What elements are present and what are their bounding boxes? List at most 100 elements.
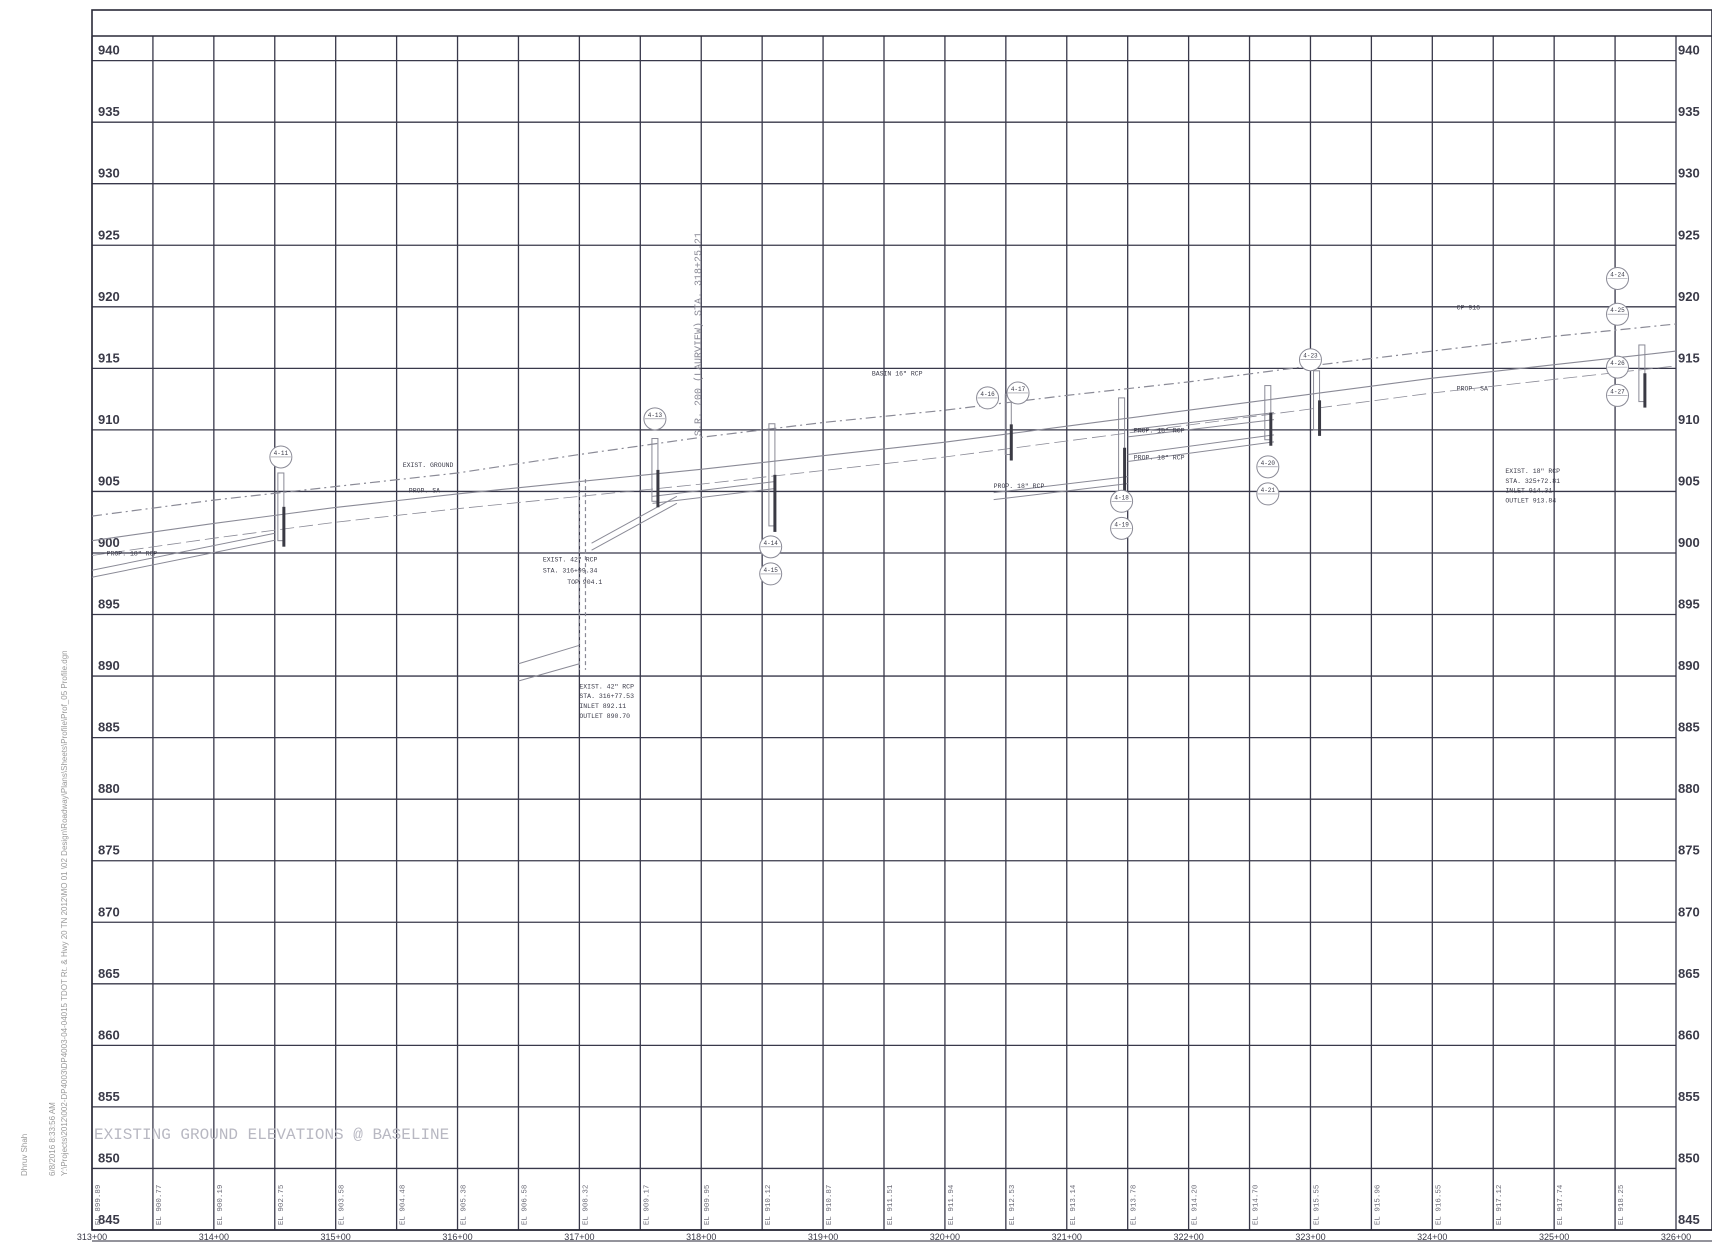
ground-elevation-table: EXISTING GROUND ELEVATIONS @ BASELINE EL … [94,1126,1626,1225]
outer-border [91,9,1712,1231]
elevation-label: 905 [1678,473,1700,488]
drawing-annotation: STA. 325+72.81 [1505,478,1560,485]
elevation-label: 875 [98,843,120,858]
ground-elevation-value: EL 904.48 [400,1185,408,1226]
ground-elevation-value: EL 905.38 [461,1185,469,1226]
pipe-bottom [1127,419,1274,438]
elevation-label: 935 [98,104,120,119]
ground-elevation-value: EL 906.58 [521,1185,529,1226]
sheet-frame [91,9,1712,1242]
station-label: 318+00 [686,1232,716,1242]
elevation-label: 890 [1678,658,1700,673]
ground-elevation-value: EL 913.14 [1070,1184,1078,1225]
existing-pipe-outlet [518,644,580,665]
pipe-top [91,532,275,571]
elevation-label: 925 [98,227,120,242]
drawing-annotation: STA. 316+77.53 [579,693,634,700]
ground-elevation-value: EL 909.95 [704,1184,712,1225]
elevation-label: 850 [98,1150,120,1165]
marker-label: 4-18 [1114,494,1129,501]
elevation-label: 915 [98,350,120,365]
elevation-label: 920 [1678,289,1700,304]
pipe-bottom [1127,441,1274,463]
drawing-annotation: PROP. 18" RCP [1134,454,1185,461]
ground-elevation-value: EL 910.12 [765,1185,773,1226]
elevation-label: 940 [1678,43,1700,58]
drawing-annotation: EXIST. GROUND [403,462,454,469]
drawing-annotation: PROP. SA [1457,386,1488,393]
ground-elevation-value: EL 908.32 [582,1185,590,1226]
elevation-label: 930 [1678,166,1700,181]
elevation-label: 910 [98,412,120,427]
elevation-label: 885 [1678,720,1700,735]
elevation-label: 870 [98,904,120,919]
drawing-annotation: PROP. 18" RCP [1134,427,1185,434]
station-label: 321+00 [1052,1232,1082,1242]
pipe-top [1127,434,1274,456]
station-label: 323+00 [1295,1232,1325,1242]
ground-elevation-value: EL 903.58 [339,1185,347,1226]
ground-elevation-value: EL 899.89 [95,1185,103,1226]
station-label: 320+00 [930,1232,960,1242]
marker-label: 4-26 [1610,360,1625,367]
marker-label: 4-11 [274,450,289,457]
drawing-annotation: EXIST. 18" RCP [1505,468,1560,475]
plot-date-note: 6/8/2016 8:33:56 AM [48,1102,57,1176]
elevation-label: 925 [1678,227,1700,242]
marker-label: 4-17 [1011,386,1026,393]
station-label: 325+00 [1539,1232,1569,1242]
pipe-bottom [652,488,775,504]
offset-profile-line [91,365,1677,556]
marker-label: 4-20 [1261,460,1276,467]
elevation-label: 865 [98,966,120,981]
elevation-label: 900 [1678,535,1700,550]
vertical-station-note: S.R. 200 (LAURVIEW) STA. 318+25.21 [693,232,705,436]
existing-pipe-outlet [518,663,580,682]
file-path-note: Y:\Projects\2012\002-DP4003\DP4003-04-04… [60,650,69,1176]
elevation-label: 895 [1678,597,1700,612]
marker-label: 4-27 [1610,388,1625,395]
elevation-label: 890 [98,658,120,673]
ground-elevation-value: EL 918.25 [1618,1184,1626,1225]
elevation-label: 855 [1678,1089,1700,1104]
profile-annotations: PROP. 18" RCP EXIST. GROUND PROP. SA EXIST.… [107,232,1561,720]
drawing-annotation: CP 916 [1457,304,1481,311]
pipe-bottom [91,539,275,578]
elevation-label: 865 [1678,966,1700,981]
ground-elevation-title: EXISTING GROUND ELEVATIONS @ BASELINE [94,1126,449,1144]
marker-label: 4-15 [763,567,778,574]
drawing-annotation: TOP 904.1 [567,579,602,586]
elevation-label: 935 [1678,104,1700,119]
ground-elevation-value: EL 914.20 [1192,1184,1200,1225]
elevation-label: 870 [1678,904,1700,919]
station-axis: 313+00 314+00 315+00 316+00 317+00 318+00 319+… [77,1232,1691,1242]
station-label: 315+00 [321,1232,351,1242]
elevation-label: 885 [98,720,120,735]
ground-elevation-value: EL 909.17 [643,1185,651,1226]
elevation-label: 895 [98,597,120,612]
elevation-label: 920 [98,289,120,304]
elevation-label: 845 [1678,1212,1700,1227]
drawing-annotation: STA. 316+99.34 [543,568,598,575]
ground-elevation-value: EL 910.87 [826,1185,834,1226]
elevation-label: 915 [1678,350,1700,365]
station-label: 326+00 [1661,1232,1691,1242]
ground-elevation-value: EL 917.12 [1496,1185,1504,1226]
pipe-top [993,476,1128,494]
drawing-annotation: PROP. 18" RCP [107,550,158,557]
ground-elevation-value: EL 900.19 [217,1185,225,1226]
ground-elevation-value: EL 913.78 [1131,1185,1139,1226]
plot-user-note: Dhruv Shah [20,1133,29,1176]
elevation-label: 845 [98,1212,120,1227]
elevation-label: 860 [98,1027,120,1042]
marker-label: 4-24 [1610,271,1625,278]
elevation-label: 905 [98,473,120,488]
pipe-bottom [591,502,678,551]
ground-elevation-value: EL 900.77 [156,1185,164,1226]
ground-elevation-value: EL 916.55 [1435,1184,1443,1225]
grid-lines [91,36,1677,1231]
right-elevation-axis: 940 935 930 925 920 915 910 905 900 895 890 885 880 8… [1678,43,1700,1227]
drawing-annotation: PROP. SA [409,488,440,495]
station-label: 319+00 [808,1232,838,1242]
station-label: 322+00 [1173,1232,1203,1242]
